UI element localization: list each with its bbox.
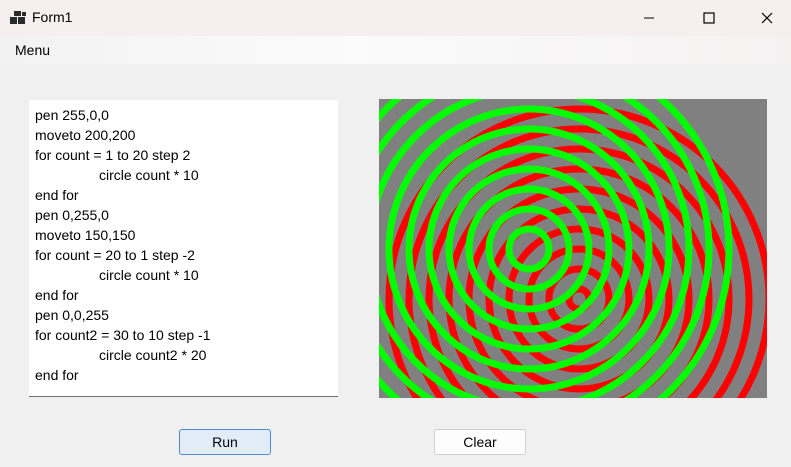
code-line: for count = 20 to 1 step -2: [35, 247, 195, 263]
red-ring: [425, 145, 733, 398]
green-ring: [485, 205, 573, 293]
code-line: end for: [35, 367, 79, 383]
green-ring: [379, 99, 713, 398]
code-line: pen 0,255,0: [35, 207, 109, 223]
close-button[interactable]: [738, 0, 791, 36]
minimize-icon: [644, 17, 654, 19]
green-ring: [379, 99, 693, 398]
title-bar: Form1: [0, 0, 791, 36]
red-ring: [485, 205, 673, 393]
red-ring: [525, 245, 633, 353]
close-icon: [761, 12, 773, 24]
green-ring: [405, 125, 653, 373]
app-icon: [10, 11, 26, 24]
run-button[interactable]: Run: [179, 429, 271, 455]
code-line: moveto 200,200: [35, 127, 136, 143]
red-ring: [545, 265, 613, 333]
red-ring: [505, 225, 653, 373]
maximize-icon: [703, 12, 715, 24]
red-ring: [385, 105, 767, 398]
green-ring: [445, 165, 613, 333]
green-ring: [385, 105, 673, 393]
clear-button[interactable]: Clear: [434, 429, 526, 455]
menu-bar: Menu: [0, 36, 791, 64]
code-line: circle count2 * 20: [99, 347, 207, 363]
code-line: moveto 150,150: [35, 227, 136, 243]
green-ring: [425, 145, 633, 353]
code-line: circle count * 10: [99, 167, 199, 183]
window-title: Form1: [32, 9, 73, 25]
code-line: for count = 1 to 20 step 2: [35, 147, 191, 163]
drawing-canvas: [379, 99, 767, 398]
code-editor[interactable]: pen 255,0,0 moveto 200,200 for count = 1 t…: [29, 100, 338, 397]
code-line: end for: [35, 187, 79, 203]
code-line: pen 255,0,0: [35, 107, 109, 123]
green-ring: [465, 185, 593, 313]
red-ring: [445, 165, 713, 398]
code-line: circle count * 10: [99, 267, 199, 283]
minimize-button[interactable]: [620, 0, 678, 36]
menu-item-menu[interactable]: Menu: [15, 42, 51, 58]
code-line: for count2 = 30 to 10 step -1: [35, 327, 211, 343]
green-ring: [505, 225, 553, 273]
code-line: pen 0,0,255: [35, 307, 109, 323]
code-line: end for: [35, 287, 79, 303]
green-ring: [379, 99, 733, 398]
drawing-output: [379, 99, 767, 398]
red-ring: [405, 125, 753, 398]
maximize-button[interactable]: [680, 0, 738, 36]
